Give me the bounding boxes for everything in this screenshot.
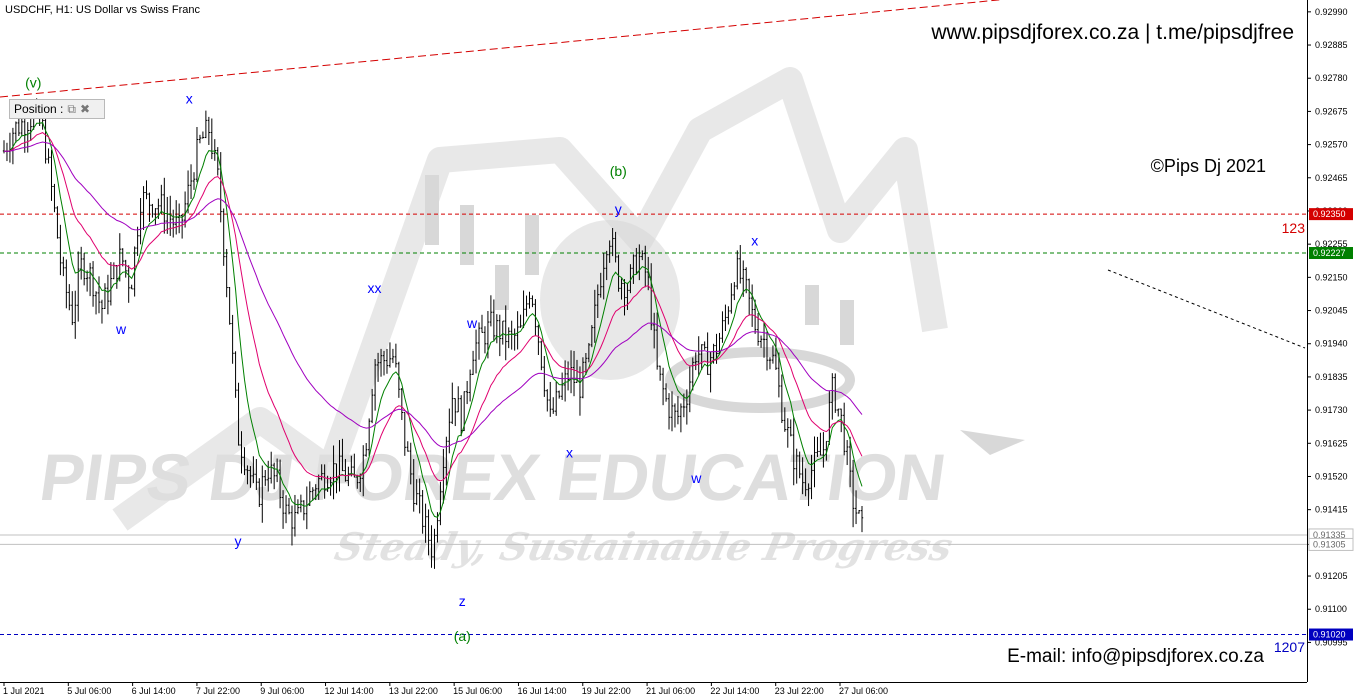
level-tag xyxy=(1309,628,1353,641)
wave-label: w xyxy=(115,321,127,337)
ma-fast-line xyxy=(4,122,863,518)
upper-trendline xyxy=(0,0,1004,98)
level-tag xyxy=(1309,208,1353,221)
price-tick-label: 0.91835 xyxy=(1315,372,1348,382)
watermark: PIPS DJ FOREX EDUCATION Steady, Sustaina… xyxy=(35,67,1025,570)
restore-icon[interactable]: ⧉ xyxy=(67,101,76,116)
price-tick-label: 0.91415 xyxy=(1315,505,1348,515)
level-tag-label: 0.91335 xyxy=(1313,530,1346,540)
time-tick-label: 27 Jul 06:00 xyxy=(839,686,888,696)
wave-label: (a) xyxy=(454,628,471,644)
price-tick-label: 0.91625 xyxy=(1315,438,1348,448)
time-tick-label: 1 Jul 2021 xyxy=(3,686,45,696)
time-tick-label: 22 Jul 14:00 xyxy=(710,686,759,696)
price-tick-label: 0.92885 xyxy=(1315,40,1348,50)
price-levels xyxy=(0,213,1307,636)
time-tick-label: 5 Jul 06:00 xyxy=(67,686,111,696)
level-tag-label: 0.91020 xyxy=(1313,630,1346,640)
time-tick-label: 19 Jul 22:00 xyxy=(582,686,631,696)
wave-label: x xyxy=(751,233,758,249)
level-tag-label: 0.92350 xyxy=(1313,209,1346,219)
price-tick-label: 0.92150 xyxy=(1315,272,1348,282)
price-tick-label: 0.92780 xyxy=(1315,73,1348,83)
wave-labels: (v) x w xx y w z (b) y x w x (a) xyxy=(25,75,758,644)
wave-label: (v) xyxy=(25,75,41,91)
price-tick-label: 0.91100 xyxy=(1315,604,1347,614)
price-tick-label: 0.90995 xyxy=(1315,637,1348,647)
wave-label: y xyxy=(615,201,622,217)
time-tick-label: 12 Jul 14:00 xyxy=(325,686,374,696)
price-tick-label: 0.92990 xyxy=(1315,7,1348,17)
close-icon[interactable]: ✖ xyxy=(79,102,90,116)
wave-label: z xyxy=(459,593,466,609)
time-tick-label: 6 Jul 14:00 xyxy=(132,686,176,696)
moving-averages xyxy=(4,122,863,518)
time-tick-label: 15 Jul 06:00 xyxy=(453,686,502,696)
projection-line xyxy=(1107,269,1306,349)
ma-slow-line xyxy=(4,141,863,448)
ma-mid-line xyxy=(4,132,863,482)
time-tick-label: 13 Jul 22:00 xyxy=(389,686,438,696)
wave-label: w xyxy=(466,315,478,331)
wave-label: xx xyxy=(368,280,382,296)
level-tag xyxy=(1309,247,1353,260)
wave-label: x xyxy=(186,91,193,107)
website-banner[interactable]: www.pipsdjforex.co.za | t.me/pipsdjfree xyxy=(930,21,1294,44)
price-tick-label: 0.92465 xyxy=(1315,173,1348,183)
price-tick-label: 0.92255 xyxy=(1315,239,1348,249)
level-123-name: 123 xyxy=(1282,220,1306,236)
price-tick-label: 0.91940 xyxy=(1315,339,1348,349)
time-axis: 1 Jul 2021 5 Jul 06:00 6 Jul 14:00 7 Jul 22… xyxy=(3,682,888,696)
level-tag-label: 0.92227 xyxy=(1313,248,1346,258)
symbol-title: USDCHF, H1: US Dollar vs Swiss Franc xyxy=(5,4,200,16)
price-tick-label: 0.91520 xyxy=(1315,471,1348,481)
price-tick-label: 0.91205 xyxy=(1315,571,1348,581)
position-panel[interactable]: Position : ⧉ ✖ xyxy=(9,99,105,119)
price-tick-label: 0.92675 xyxy=(1315,106,1348,116)
watermark-slogan: Steady, Sustainable Progress xyxy=(331,525,957,570)
price-tick-label: 0.92045 xyxy=(1315,306,1348,316)
price-axis: 0.92990 0.92885 0.92780 0.92675 0.92570 0.924… xyxy=(1307,7,1348,647)
wave-label: (b) xyxy=(610,163,627,179)
watermark-brand: PIPS DJ FOREX EDUCATION xyxy=(35,441,950,515)
price-tick-label: 0.91730 xyxy=(1315,405,1348,415)
wave-label: y xyxy=(235,533,242,549)
time-tick-label: 16 Jul 14:00 xyxy=(517,686,566,696)
level-1207-name: 1207 xyxy=(1274,639,1305,655)
position-panel-label: Position : xyxy=(14,102,64,116)
email-text[interactable]: E-mail: info@pipsdjforex.co.za xyxy=(1007,646,1264,667)
wave-label: w xyxy=(690,470,702,486)
price-tick-label: 0.92570 xyxy=(1315,140,1348,150)
time-tick-label: 21 Jul 06:00 xyxy=(646,686,695,696)
time-tick-label: 7 Jul 22:00 xyxy=(196,686,240,696)
time-tick-label: 23 Jul 22:00 xyxy=(775,686,824,696)
level-tag xyxy=(1308,537,1354,551)
copyright-text: ©Pips Dj 2021 xyxy=(1151,156,1266,176)
time-tick-label: 9 Jul 06:00 xyxy=(260,686,304,696)
level-tag-label: 0.91305 xyxy=(1313,539,1346,549)
wave-label: x xyxy=(566,445,573,461)
